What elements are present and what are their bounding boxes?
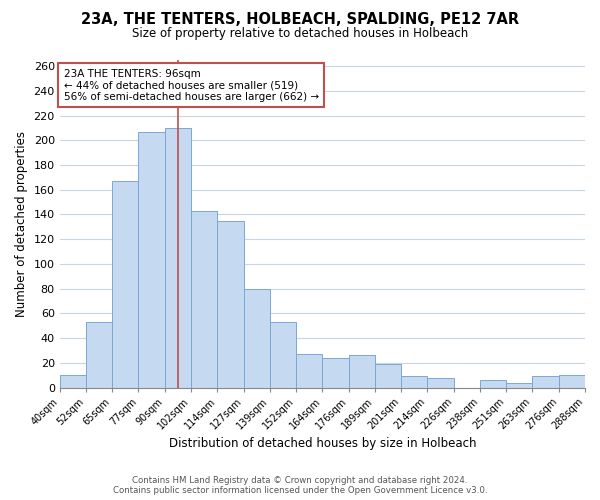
Bar — [244, 288, 270, 388]
Bar — [532, 376, 559, 388]
Text: 23A, THE TENTERS, HOLBEACH, SPALDING, PE12 7AR: 23A, THE TENTERS, HOLBEACH, SPALDING, PE… — [81, 12, 519, 28]
Bar — [480, 380, 506, 388]
Bar — [427, 378, 454, 388]
Bar — [59, 375, 86, 388]
Text: 23A THE TENTERS: 96sqm
← 44% of detached houses are smaller (519)
56% of semi-de: 23A THE TENTERS: 96sqm ← 44% of detached… — [64, 68, 319, 102]
Bar — [139, 132, 165, 388]
Bar — [559, 375, 585, 388]
Bar — [375, 364, 401, 388]
X-axis label: Distribution of detached houses by size in Holbeach: Distribution of detached houses by size … — [169, 437, 476, 450]
Bar — [112, 181, 139, 388]
Bar — [506, 382, 532, 388]
Bar — [165, 128, 191, 388]
Bar — [296, 354, 322, 388]
Bar — [191, 211, 217, 388]
Bar — [270, 322, 296, 388]
Y-axis label: Number of detached properties: Number of detached properties — [15, 131, 28, 317]
Bar — [217, 220, 244, 388]
Bar — [322, 358, 349, 388]
Text: Size of property relative to detached houses in Holbeach: Size of property relative to detached ho… — [132, 28, 468, 40]
Bar — [86, 322, 112, 388]
Text: Contains HM Land Registry data © Crown copyright and database right 2024.
Contai: Contains HM Land Registry data © Crown c… — [113, 476, 487, 495]
Bar — [401, 376, 427, 388]
Bar — [349, 356, 375, 388]
